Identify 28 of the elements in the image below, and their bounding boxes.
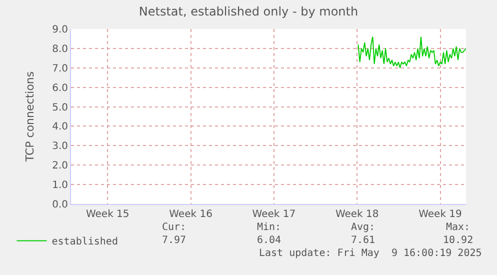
y-tick-label: 0.0: [52, 200, 68, 210]
text: 7.97: [162, 235, 186, 246]
text: Cur:: [162, 222, 186, 233]
y-tick-label: 5.0: [52, 102, 68, 114]
y-tick-label: 8.0: [52, 44, 68, 55]
x-tick-label: Week 15: [86, 209, 130, 220]
text: Avg:: [351, 222, 376, 233]
x-tick-label: Week 19: [418, 209, 462, 220]
text: 7.61: [351, 235, 376, 246]
x-tick-label: Week 16: [169, 209, 212, 220]
text: 10.92: [443, 235, 474, 246]
y-tick-label: 6.0: [52, 82, 68, 94]
y-axis-title: TCP connections: [24, 71, 37, 163]
y-tick-label: 9.0: [52, 24, 68, 36]
text: 6.04: [257, 235, 282, 246]
y-tick-label: 4.0: [52, 122, 68, 133]
chart-title: Netstat, established only - by month: [138, 4, 358, 18]
text: Min:: [257, 222, 282, 233]
legend-label: established: [52, 236, 118, 248]
y-tick-label: 7.0: [52, 63, 68, 74]
x-tick-label: Week 17: [252, 209, 296, 220]
y-tick-label: 1.0: [52, 180, 68, 192]
x-tick-label: Week 18: [335, 209, 379, 220]
y-tick-label: 3.0: [52, 141, 68, 152]
text: Max:: [446, 222, 470, 233]
line-series: [358, 36, 466, 68]
text: Last update: Fri May 9 16:00:19 2025: [259, 248, 482, 259]
y-tick-label: 2.0: [52, 160, 68, 172]
